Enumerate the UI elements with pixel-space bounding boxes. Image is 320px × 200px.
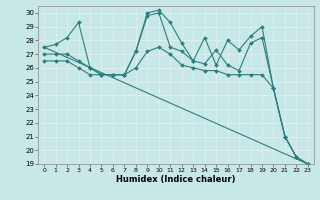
X-axis label: Humidex (Indice chaleur): Humidex (Indice chaleur) [116, 175, 236, 184]
